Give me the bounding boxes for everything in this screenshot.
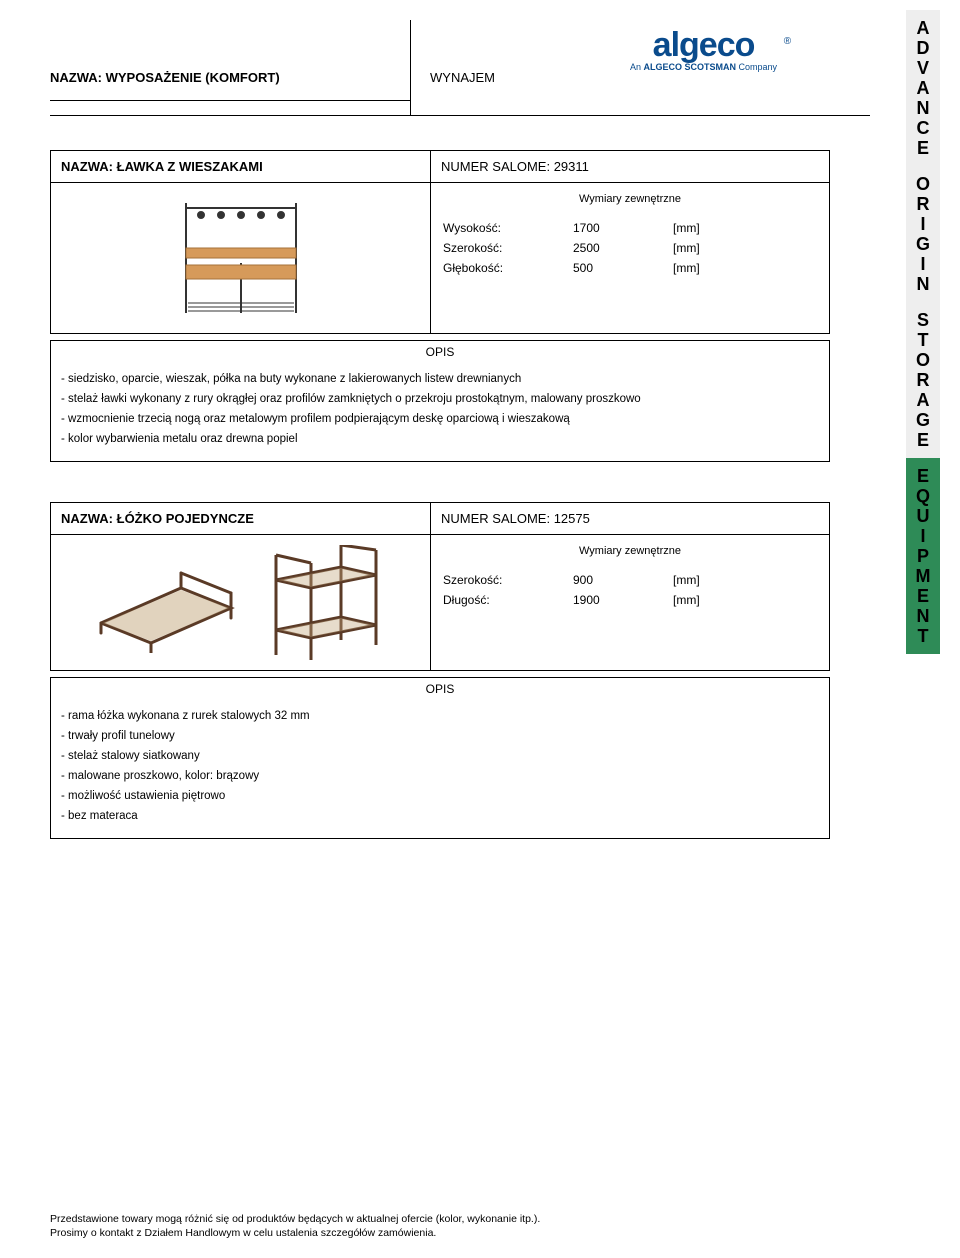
- dim-value: 1700: [573, 221, 673, 235]
- product-number-cell: NUMER SALOME: 12575: [431, 503, 829, 534]
- footer-line: Przedstawione towary mogą różnić się od …: [50, 1212, 540, 1226]
- product-title-label: NAZWA:: [61, 511, 113, 526]
- dim-unit: [mm]: [673, 573, 700, 587]
- product-image-cell: [51, 183, 431, 333]
- bench-icon: [166, 193, 316, 323]
- dim-value: 900: [573, 573, 673, 587]
- product-title: ŁAWKA Z WIESZAKAMI: [117, 159, 263, 174]
- category-sidebar: ADVANCEORIGINSTORAGEEQUIPMENT: [906, 10, 940, 654]
- description-line: - wzmocnienie trzecią nogą oraz metalowy…: [61, 409, 819, 429]
- product-number: 12575: [554, 511, 590, 526]
- product-title-cell: NAZWA: ŁÓŻKO POJEDYNCZE: [51, 503, 431, 534]
- dim-unit: [mm]: [673, 593, 700, 607]
- description-heading: OPIS: [51, 341, 829, 369]
- description-line: - stelaż ławki wykonany z rury okrągłej …: [61, 389, 819, 409]
- product-description-box: OPIS - siedzisko, oparcie, wieszak, półk…: [50, 340, 830, 462]
- product-number-cell: NUMER SALOME: 29311: [431, 151, 829, 182]
- header-rule-full: [50, 115, 870, 116]
- description-lines: - siedzisko, oparcie, wieszak, półka na …: [51, 369, 829, 449]
- dim-value: 1900: [573, 593, 673, 607]
- description-heading: OPIS: [51, 678, 829, 706]
- description-line: - możliwość ustawienia piętrowo: [61, 786, 819, 806]
- dimensions-heading: Wymiary zewnętrzne: [443, 545, 817, 557]
- footer-line: Prosimy o kontakt z Działem Handlowym w …: [50, 1226, 540, 1240]
- dim-label: Długość:: [443, 593, 573, 607]
- description-lines: - rama łóżka wykonana z rurek stalowych …: [51, 706, 829, 826]
- description-line: - trwały profil tunelowy: [61, 726, 819, 746]
- sidebar-word: STORAGE: [906, 302, 940, 458]
- logo-wordmark: algeco: [630, 30, 777, 60]
- dimension-row: Długość: 1900 [mm]: [443, 593, 817, 607]
- product-title-label: NAZWA:: [61, 159, 113, 174]
- header-rule-short: [50, 100, 410, 101]
- dim-label: Szerokość:: [443, 241, 573, 255]
- product-dimensions: Wymiary zewnętrzne Wysokość: 1700 [mm] S…: [431, 183, 829, 333]
- description-line: - rama łóżka wykonana z rurek stalowych …: [61, 706, 819, 726]
- bed-bunk-icon: [261, 545, 391, 660]
- dim-unit: [mm]: [673, 221, 700, 235]
- dim-label: Szerokość:: [443, 573, 573, 587]
- brand-logo: algeco ® An ALGECO SCOTSMAN Company: [630, 30, 777, 72]
- sidebar-word: ORIGIN: [906, 166, 940, 302]
- dimension-row: Szerokość: 900 [mm]: [443, 573, 817, 587]
- product-image-cell: [51, 535, 431, 670]
- dimensions-heading: Wymiary zewnętrzne: [443, 193, 817, 205]
- dimension-row: Głębokość: 500 [mm]: [443, 261, 817, 275]
- description-line: - siedzisko, oparcie, wieszak, półka na …: [61, 369, 819, 389]
- description-line: - kolor wybarwienia metalu oraz drewna p…: [61, 429, 819, 449]
- dimension-row: Szerokość: 2500 [mm]: [443, 241, 817, 255]
- product-title-cell: NAZWA: ŁAWKA Z WIESZAKAMI: [51, 151, 431, 182]
- product-card: NAZWA: ŁAWKA Z WIESZAKAMI NUMER SALOME: …: [50, 150, 830, 334]
- product-number: 29311: [554, 159, 589, 174]
- product-dimensions: Wymiary zewnętrzne Szerokość: 900 [mm] D…: [431, 535, 829, 670]
- description-line: - bez materaca: [61, 806, 819, 826]
- page-header: NAZWA: WYPOSAŻENIE (KOMFORT) WYNAJEM alg…: [50, 20, 930, 120]
- logo-tagline-pre: An: [630, 62, 644, 72]
- product-card: NAZWA: ŁÓŻKO POJEDYNCZE NUMER SALOME: 12…: [50, 502, 830, 671]
- header-title: NAZWA: WYPOSAŻENIE (KOMFORT): [50, 70, 280, 85]
- dim-unit: [mm]: [673, 261, 700, 275]
- sidebar-word: EQUIPMENT: [906, 458, 940, 654]
- dim-label: Wysokość:: [443, 221, 573, 235]
- product-number-label: NUMER SALOME:: [441, 159, 550, 174]
- page-footer: Przedstawione towary mogą różnić się od …: [50, 1212, 540, 1240]
- bed-single-icon: [91, 553, 241, 653]
- description-line: - malowane proszkowo, kolor: brązowy: [61, 766, 819, 786]
- dim-label: Głębokość:: [443, 261, 573, 275]
- dimension-row: Wysokość: 1700 [mm]: [443, 221, 817, 235]
- dim-value: 500: [573, 261, 673, 275]
- product-description-box: OPIS - rama łóżka wykonana z rurek stalo…: [50, 677, 830, 839]
- description-line: - stelaż stalowy siatkowany: [61, 746, 819, 766]
- dim-unit: [mm]: [673, 241, 700, 255]
- product-number-label: NUMER SALOME:: [441, 511, 550, 526]
- sidebar-word: ADVANCE: [906, 10, 940, 166]
- dim-value: 2500: [573, 241, 673, 255]
- logo-registered: ®: [784, 36, 791, 47]
- header-rule-vertical: [410, 20, 411, 116]
- product-title: ŁÓŻKO POJEDYNCZE: [117, 511, 254, 526]
- header-sub: WYNAJEM: [430, 70, 495, 85]
- content-area: NAZWA: ŁAWKA Z WIESZAKAMI NUMER SALOME: …: [50, 150, 830, 839]
